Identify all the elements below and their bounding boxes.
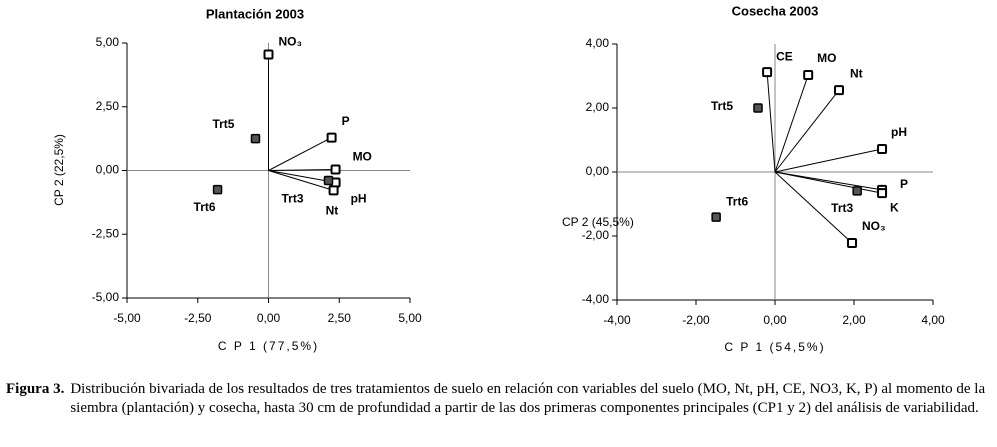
vector: [268, 137, 332, 171]
vector: [774, 171, 853, 244]
group-point: [753, 103, 763, 113]
vector: [268, 168, 336, 171]
vector-point: [877, 188, 888, 199]
y-axis-label: CP 2 (22,5%): [52, 134, 66, 206]
group-point: [711, 212, 721, 222]
vector-point: [762, 67, 773, 78]
x-tick-label: 2,00: [842, 313, 866, 327]
vector-point: [330, 164, 341, 175]
x-tick-label: -5,00: [113, 311, 141, 325]
caption: Figura 3. Distribución bivariada de los …: [6, 380, 991, 418]
x-tick-label: 0,00: [763, 313, 787, 327]
chart-title: Cosecha 2003: [732, 3, 819, 18]
group-label: Trt6: [726, 194, 748, 208]
y-tick-label: 2,00: [586, 100, 610, 114]
vector: [774, 148, 883, 173]
group-label: Trt3: [831, 201, 853, 215]
vector-label: P: [342, 114, 350, 128]
vector-label: P: [900, 177, 908, 191]
x-tick-label: 0,00: [257, 311, 281, 325]
x-tick-label: 4,00: [921, 313, 945, 327]
vector: [774, 74, 809, 173]
vector: [774, 171, 883, 194]
group-label: Trt6: [194, 200, 216, 214]
vector-label: MO: [817, 51, 836, 65]
y-tick-label: -4,00: [582, 292, 610, 306]
vector: [774, 89, 840, 173]
caption-text: Distribución bivariada de los resultados…: [70, 381, 986, 416]
vector-point: [326, 132, 337, 143]
vector-point: [833, 85, 844, 96]
y-tick-label: -2,50: [92, 226, 120, 240]
vector-label: pH: [891, 125, 907, 139]
caption-label: Figura 3.: [6, 381, 65, 397]
vector-label: pH: [351, 192, 367, 206]
group-label: Trt5: [212, 117, 234, 131]
vector-label: MO: [353, 150, 372, 164]
vector-label: NO₃: [862, 219, 886, 233]
vector-point: [877, 143, 888, 154]
group-point: [323, 175, 334, 186]
y-tick-label: 0,00: [96, 163, 120, 177]
group-point: [852, 186, 862, 196]
vector-point: [803, 70, 814, 81]
x-axis-label: C P 1 (77,5%): [218, 339, 319, 353]
x-tick-label: 5,00: [398, 311, 422, 325]
group-point: [212, 184, 223, 195]
x-axis-label: C P 1 (54,5%): [724, 340, 825, 354]
vector-label: NO₃: [279, 35, 303, 49]
x-tick-label: -2,50: [184, 311, 212, 325]
vector: [766, 72, 776, 173]
y-axis-label: CP 2 (45,5%): [562, 215, 634, 229]
x-tick-label: -4,00: [603, 313, 631, 327]
y-tick-label: 4,00: [586, 36, 610, 50]
y-tick-label: 2,50: [96, 99, 120, 113]
vector: [774, 171, 883, 191]
y-tick-label: 5,00: [96, 35, 120, 49]
group-point: [250, 133, 261, 144]
vector-point: [328, 185, 339, 196]
vector-label: K: [890, 200, 899, 214]
vector-label: Nt: [850, 66, 863, 80]
vector-point: [263, 49, 274, 60]
x-tick-label: -2,00: [682, 313, 710, 327]
vector-label: Nt: [326, 204, 339, 218]
group-label: Trt5: [711, 99, 733, 113]
vector: [268, 170, 334, 191]
y-tick-label: -2,00: [582, 228, 610, 242]
x-tick-label: 2,50: [328, 311, 352, 325]
charts: Plantación 2003 C P 1 (77,5%) CP 2 (22,5%)…: [52, 3, 945, 354]
y-tick-label: -5,00: [92, 290, 120, 304]
vector-label: CE: [776, 49, 793, 63]
y-tick-label: 0,00: [586, 164, 610, 178]
chart-title: Plantación 2003: [206, 6, 304, 21]
vector-point: [847, 238, 858, 249]
group-label: Trt3: [281, 192, 303, 206]
